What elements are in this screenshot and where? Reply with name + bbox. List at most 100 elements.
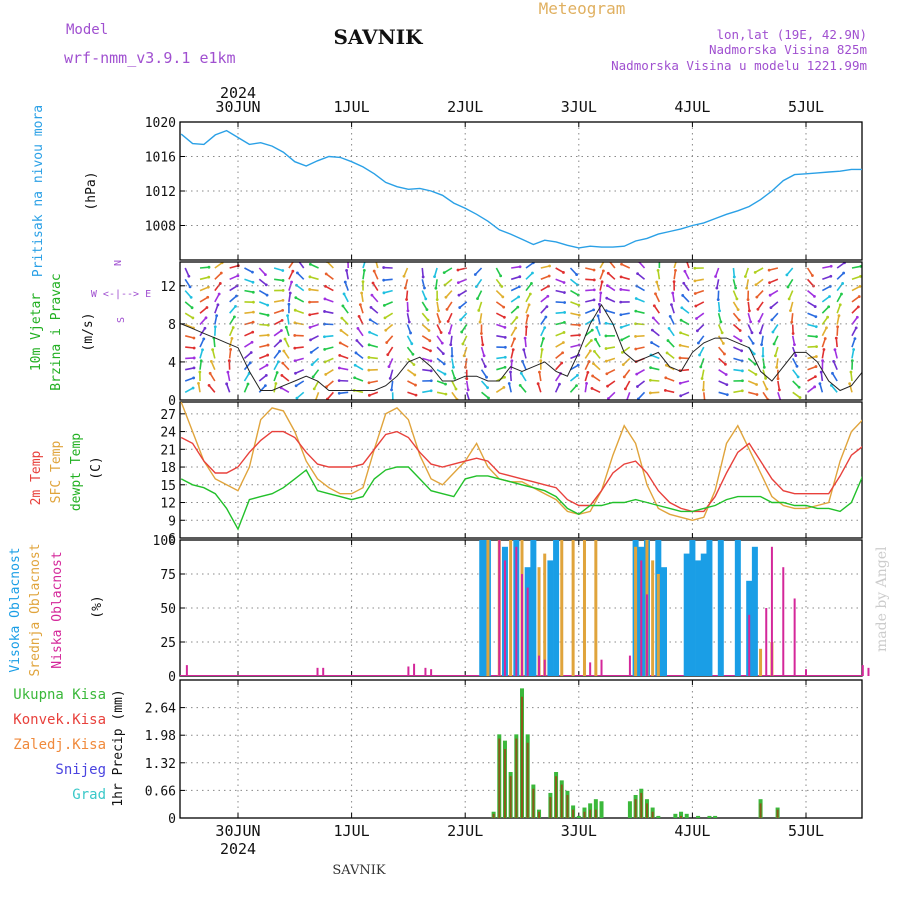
wind-arrow [683,282,690,292]
wind-arrow [569,267,578,276]
wind-arrow [421,301,428,311]
wind-arrow-head [337,379,341,383]
wind-arrow-head [789,309,792,313]
wind-arrow [666,352,675,360]
wind-arrow-head [206,295,210,299]
wind-arrow [199,296,209,303]
wind-arrow [199,327,206,337]
wind-arrow [258,267,266,276]
y-tick-label: 2.64 [145,702,176,717]
wind-arrow [584,329,593,337]
wind-arrow [555,362,563,371]
wind-arrow [680,319,690,326]
wind-arrow-head [649,366,652,370]
wind-arrow [451,369,456,379]
wind-arrow [621,263,631,269]
wind-arrow [525,282,533,292]
wind-arrow-head [337,391,341,395]
wind-arrow-head [794,354,798,357]
wind-arrow-head [251,270,254,274]
wind-arrow [478,301,483,311]
wind-arrow-head [724,373,728,376]
wind-arrow [259,344,269,348]
wind-arrow-head [442,362,446,366]
wind-arrow [281,374,290,382]
y-tick-label: 1.32 [145,757,176,772]
cloud-bars [180,540,870,676]
wind-arrow [309,288,319,292]
wind-arrow-head [337,366,341,370]
wind-arrow-head [308,313,312,317]
wind-arrow [821,338,826,348]
dewpoint-line [180,466,862,531]
wind-arrow-head [593,349,596,353]
wind-arrow [342,305,349,314]
wind-arrow [524,338,527,348]
legend-graupel: Grad [72,787,106,803]
wind-arrow [436,346,444,355]
wind-arrow [700,358,705,368]
wind-arrow [294,357,304,362]
wind-arrow [325,273,334,280]
wind-arrow-head [699,365,703,369]
wind-arrow-head [293,359,297,363]
wind-arrow [214,304,219,314]
y-tick-label: 1.98 [145,729,176,744]
cloud-bar-high [700,553,707,676]
wind-arrow [772,324,779,333]
temp-2m-line [180,430,862,513]
cloud-bar-mid [594,540,598,676]
model-elevation-text: Nadmorska Visina u modelu 1221.99m [611,58,867,73]
wind-arrow [680,344,690,348]
wind-arrow-head [678,343,682,347]
wind-arrow-head [518,384,522,387]
wind-arrow-head [407,320,411,324]
day-labels-top: 30JUN 1JUL 2JUL 3JUL 4JUL 5JUL [215,98,824,116]
wind-arrow [585,299,595,303]
wind-arrow-head [264,373,268,377]
wind-arrow-head [440,341,444,345]
wind-arrow-head [369,305,373,309]
wind-arrow [421,323,430,332]
wind-arrow [698,346,705,356]
wind-arrow-head [586,370,590,374]
wind-arrow [436,380,446,385]
wind-arrow-head [452,365,455,369]
precip-bar-convective [651,811,654,818]
year-top: 2024 [220,84,256,102]
wind-arrow [295,368,305,375]
wind-arrow [680,380,690,385]
wind-arrow-head [650,341,653,344]
wind-arrow-head [854,326,858,330]
wind-arrow [555,301,565,304]
wind-arrow-head [219,271,223,275]
wind-arrow [670,304,675,314]
wind-arrow [555,278,565,284]
wind-arrow-head [429,359,433,363]
wind-arrow-head [294,384,298,388]
wind-arrow-head [444,295,448,299]
wind-arrow-head [856,305,860,309]
wind-arrow-head [281,279,285,282]
wind-arrow [584,309,594,314]
wind-arrow-head [795,364,799,368]
wind-arrow-head [266,333,270,337]
wind-arrow-head [382,291,386,295]
wind-arrow-head [518,275,522,279]
wind-arrow [806,267,814,276]
wind-arrow-head [681,294,685,297]
precip-bar-convective [549,797,552,818]
wind-arrow-head [694,304,698,308]
wind-arrow-head [192,376,196,380]
wind-arrow [451,358,455,368]
day-label-bottom: 5JUL [788,822,824,840]
wind-arrow [791,346,797,356]
wind-arrow-head [187,274,191,278]
wind-arrow-head [502,385,506,389]
wind-arrow-head [756,307,760,311]
wind-arrow [436,312,441,323]
wind-arrow-head [764,376,768,380]
y-tick-label: 18 [160,461,176,476]
wind-dir-mid: W <-|--> E [91,289,151,300]
wind-arrow [229,285,238,292]
